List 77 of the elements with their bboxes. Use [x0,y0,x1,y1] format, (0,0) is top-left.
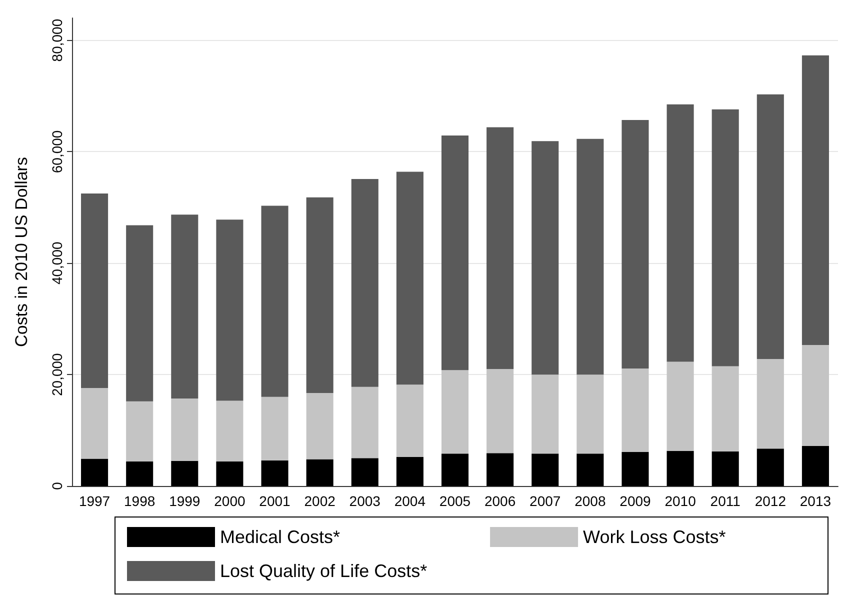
bar [171,398,198,461]
x-tick-label: 2009 [620,493,652,509]
bar [261,206,288,397]
y-tick-label: 0 [49,482,65,490]
x-tick-label: 2002 [304,493,336,509]
bar [802,55,829,346]
bar [306,197,334,393]
bar [126,401,154,462]
legend-label: Work Loss Costs* [583,527,726,547]
bar [756,448,784,486]
y-tick-label: 80,000 [49,18,65,62]
legend-label: Lost Quality of Life Costs* [220,561,428,581]
bar [622,452,649,486]
x-tick-label: 2007 [530,493,561,509]
x-tick-label: 2005 [439,493,471,509]
bar [261,396,288,460]
bar [351,179,378,387]
bar [666,104,694,362]
x-tick-label: 1999 [169,493,200,509]
x-tick-label: 2006 [484,493,516,509]
x-tick-label: 2003 [349,493,381,509]
y-tick-label: 40,000 [49,242,65,285]
bar [576,454,604,486]
legend-label: Medical Costs* [220,527,340,547]
bar [81,194,108,388]
bar [712,366,739,452]
bar [532,374,559,454]
bar [441,136,469,370]
bar [306,392,334,460]
bar [81,458,108,486]
bar [576,374,604,454]
bar [171,214,198,399]
y-axis-title: Costs in 2010 US Dollars [12,157,31,347]
bar [802,345,829,446]
bar [261,460,288,486]
x-tick-label: 2010 [664,493,696,509]
bar [666,362,694,451]
bar [216,220,244,401]
y-tick-label: 20,000 [49,352,65,396]
x-tick-label: 2004 [394,493,426,509]
x-tick-label: 2000 [214,493,246,509]
x-tick-label: 2008 [574,493,606,509]
bar [532,141,559,375]
bar [396,384,424,458]
bar [622,120,649,368]
bar [756,358,784,449]
bar [216,461,244,486]
x-tick-label: 1998 [124,493,156,509]
bar [802,446,829,486]
x-tick-label: 2013 [800,493,832,509]
bar [351,386,378,458]
bar [441,454,469,486]
bar [532,454,559,486]
bar [622,368,649,452]
y-tick-label: 60,000 [49,130,65,174]
bar [216,400,244,462]
x-tick-label: 2012 [754,493,786,509]
x-tick-label: 1997 [78,493,110,509]
bar [396,172,424,385]
bar [171,460,198,486]
bar [576,138,604,375]
x-tick-label: 2011 [710,493,741,509]
bar [126,225,154,402]
bar [351,458,378,486]
bar [486,127,514,369]
bar [486,369,514,454]
bar [756,94,784,359]
bar [126,461,154,486]
bar [666,450,694,486]
bar [712,109,739,366]
bar [712,451,739,486]
bar [306,459,334,486]
bar [486,453,514,486]
bar [441,370,469,454]
bar [396,457,424,486]
bar [81,388,108,459]
x-tick-label: 2001 [259,493,291,509]
